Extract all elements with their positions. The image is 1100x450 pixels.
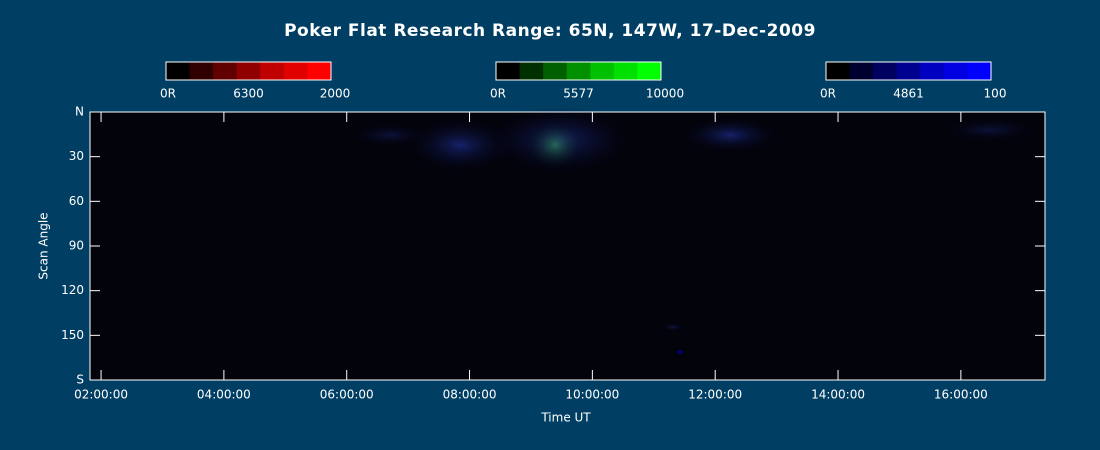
y-tick-label: 60 — [69, 194, 84, 208]
colorbar-frame — [165, 61, 332, 81]
colorbar-swatch — [236, 62, 261, 80]
chart-title: Poker Flat Research Range: 65N, 147W, 17… — [284, 21, 816, 41]
aurora-glow — [350, 105, 1040, 355]
colorbar-swatch — [213, 62, 238, 80]
y-tick-label: 150 — [61, 328, 84, 342]
x-tick-label: 04:00:00 — [197, 388, 251, 402]
y-tick-label: 90 — [69, 239, 84, 253]
colorbar-min-label: 0R — [490, 87, 506, 101]
colorbar-swatch — [496, 62, 521, 80]
colorbar-max-label: 10000 — [646, 87, 684, 101]
colorbar-min-label: 0R — [160, 87, 176, 101]
colorbar-max-label: 2000 — [320, 87, 351, 101]
colorbar-swatch — [543, 62, 568, 80]
colorbar-swatch — [873, 62, 898, 80]
y-tick-label: N — [75, 105, 84, 119]
y-tick-label: 30 — [69, 149, 84, 163]
x-tick-label: 14:00:00 — [811, 388, 865, 402]
x-tick-label: 08:00:00 — [443, 388, 497, 402]
colorbar-swatch — [189, 62, 214, 80]
y-axis-label: Scan Angle — [37, 212, 51, 279]
x-tick-label: 06:00:00 — [320, 388, 374, 402]
colorbar-max-label: 100 — [984, 87, 1007, 101]
colorbar-wavelength: 4861 — [893, 87, 924, 101]
colorbar-min-label: 0R — [820, 87, 836, 101]
colorbar-swatch — [637, 62, 662, 80]
colorbar-swatch — [826, 62, 851, 80]
colorbar-swatch — [566, 62, 591, 80]
colorbar-swatch — [260, 62, 285, 80]
y-tick-label: 120 — [61, 283, 84, 297]
colorbar-swatch — [613, 62, 638, 80]
colorbar-frame — [825, 61, 992, 81]
colorbar-wavelength: 5577 — [563, 87, 594, 101]
x-tick-label: 12:00:00 — [688, 388, 742, 402]
colorbar-swatch — [166, 62, 191, 80]
colorbar-swatch — [283, 62, 308, 80]
colorbar-swatch — [307, 62, 332, 80]
colorbar-swatch — [920, 62, 945, 80]
x-tick-label: 10:00:00 — [565, 388, 619, 402]
y-tick-label: S — [76, 373, 84, 387]
colorbar-swatch — [849, 62, 874, 80]
colorbar-frame — [495, 61, 662, 81]
colorbar-swatch — [519, 62, 544, 80]
x-axis-label: Time UT — [540, 411, 591, 425]
colorbar-swatch — [967, 62, 992, 80]
colorbar-swatch — [943, 62, 968, 80]
colorbar-wavelength: 6300 — [233, 87, 264, 101]
colorbar-swatch — [896, 62, 921, 80]
x-tick-label: 02:00:00 — [74, 388, 128, 402]
colorbar-swatch — [590, 62, 615, 80]
x-tick-label: 16:00:00 — [934, 388, 988, 402]
